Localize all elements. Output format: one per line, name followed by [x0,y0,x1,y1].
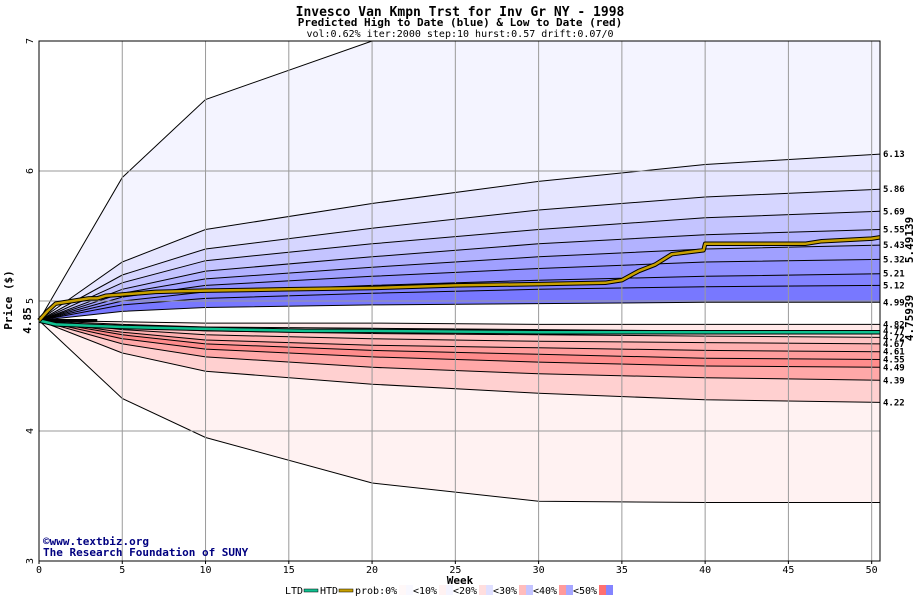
low-band-4 [39,320,880,360]
low-band-7 [39,320,880,403]
x-tick-label: 10 [200,565,212,576]
band-labels: 6.13 5.86 5.69 5.55 5.43 5.32 5.215.12 4.99 4.82… [883,150,905,408]
legend-item-swatch-blue [526,585,533,595]
legend-item-swatch-blue [486,585,493,595]
low-band-2 [39,320,880,344]
low-band-3 [39,320,880,352]
legend-swatch-0-red [399,585,406,595]
high-band-3 [39,211,880,321]
band-label: 5.86 [883,185,905,195]
low-end-label: 4.75939 [903,295,916,341]
band-label: 5.32 [883,255,905,265]
legend-htd-swatch [338,588,354,593]
band-label: 5.55 [883,226,905,236]
y-tick-label: 5 [25,298,36,304]
legend-item-swatch-red [519,585,526,595]
band-label: 4.49 [883,363,905,373]
band-label: 4.99 [883,298,905,308]
low-band-8 [39,320,880,503]
band-label: 6.13 [883,150,905,160]
y-tick-label: 7 [25,38,36,44]
band-label: 5.12 [883,281,905,291]
chart-subtitle: Predicted High to Date (blue) & Low to D… [298,16,623,29]
x-tick-label: 25 [449,565,461,576]
legend-item-swatch-red [599,585,606,595]
y-tick-label: 3 [25,558,36,564]
probability-bands [38,40,881,503]
legend-ltd-swatch [303,588,319,593]
high-band-0 [39,41,880,321]
y-tick-label: 6 [25,168,36,174]
band-label: 4.72 [883,333,905,343]
high-to-date-line [38,236,881,322]
band-label: 4.39 [883,376,905,386]
legend-htd-label: HTD [320,586,338,597]
band-label: 4.55 [883,356,905,366]
band-label: 4.67 [883,340,905,350]
y-tick-label: 4 [25,428,36,434]
high-band-5 [39,245,880,321]
x-tick-label: 30 [533,565,545,576]
chart-title: Invesco Van Kmpn Trst for Inv Gr NY - 19… [296,5,625,20]
x-tick-label: 20 [366,565,378,576]
band-label: 5.21 [883,270,905,280]
high-end-label: 5.49139 [903,217,916,263]
high-band-2 [39,189,880,321]
legend-item-swatch-red [559,585,566,595]
band-label: 4.22 [883,398,905,408]
band-label: 5.69 [883,207,905,217]
legend-ltd-label: LTD [285,586,303,597]
y-axis-label: Price ($) [2,270,15,330]
series-lines [37,235,881,335]
legend-item-swatch-red [439,585,446,595]
high-band-8 [39,285,880,321]
legend-item-label: <10% [413,586,437,597]
axes: 0 5 10 15 20 25 30 35 40 45 50345674.855.491394.75… [21,38,916,576]
plot-frame [38,40,881,562]
x-tick-label: 40 [699,565,711,576]
band-label: 4.77 [883,327,905,337]
low-band-5 [39,320,880,368]
chart-params: vol:0.62% iter:2000 step:10 hurst:0.57 d… [306,29,613,40]
band-label: 5.43 [883,241,905,251]
high-band-4 [39,229,880,321]
legend-item-label: <40% [533,586,557,597]
x-tick-label: 0 [36,565,42,576]
foundation-text: The Research Foundation of SUNY [43,546,249,559]
x-tick-label: 15 [283,565,295,576]
legend-item-label: <50% [573,586,597,597]
legend-item-swatch-red [479,585,486,595]
band-label: 4.61 [883,348,905,358]
copyright-text: ©www.textbiz.org [43,535,149,548]
start-price-label: 4.85 [21,307,34,334]
legend-prob-prefix: prob:0% [355,586,397,597]
legend-item-swatch-blue [606,585,613,595]
band-label: 4.82 [883,320,905,330]
x-tick-label: 45 [782,565,794,576]
legend-item-swatch-blue [566,585,573,595]
x-tick-label: 5 [119,565,125,576]
legend-item-label: <30% [493,586,517,597]
x-axis-label: Week [447,574,474,587]
legend-item-label: <20% [453,586,477,597]
legend-item-swatch-blue [446,585,453,595]
legend: LTD HTD prob:0% <10% <20% <30% <40% <50% [285,585,613,597]
x-tick-label: 50 [866,565,878,576]
high-band-1 [39,154,880,321]
high-band-6 [39,259,880,321]
low-to-date-line [38,319,880,334]
high-band-7 [39,273,880,321]
x-tick-label: 35 [616,565,628,576]
legend-swatch-0-blue [406,585,413,595]
